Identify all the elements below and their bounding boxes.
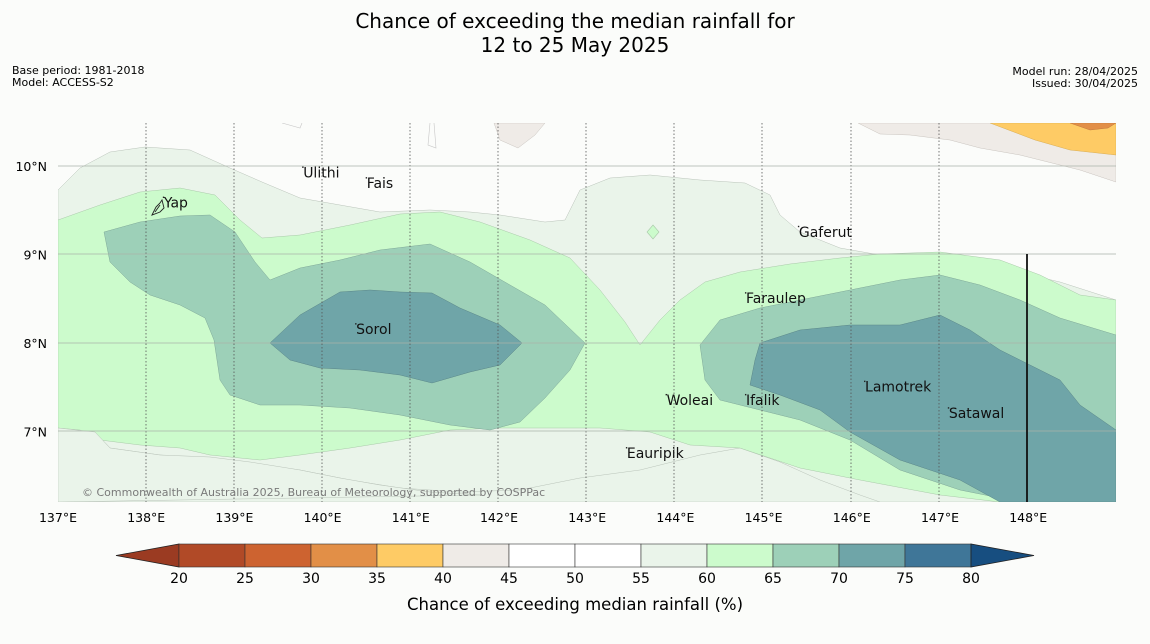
model-text: Model: ACCESS-S2 [12, 76, 114, 89]
contour-30-35-north [1069, 123, 1116, 131]
model-run-text: Model run: 28/04/2025 [1012, 65, 1138, 78]
contour-35-40-north [989, 123, 1116, 156]
lat-tick-label: 9°N [23, 248, 47, 263]
colorbar-segment [310, 543, 378, 568]
place-label: Eauripik [627, 446, 685, 462]
meta-left: Base period: 1981-2018 Model: ACCESS-S2 [12, 65, 144, 89]
contour-70-75-east [749, 314, 1116, 502]
lon-tick-label: 144°E [656, 510, 694, 525]
place-label: Ulithi [303, 166, 339, 182]
lon-tick-label: 137°E [39, 510, 77, 525]
place-marker [744, 292, 747, 294]
place-label: Satawal [949, 406, 1004, 422]
place-marker [797, 225, 800, 228]
colorbar-tick: 30 [302, 571, 320, 587]
place-label: Sorol [356, 322, 391, 338]
map-title: Chance of exceeding the median rainfall … [0, 9, 1150, 57]
place-marker [302, 166, 304, 168]
colorbar [115, 543, 1035, 568]
colorbar-tick: 20 [170, 571, 188, 587]
lon-axis-labels: 137°E 138°E 139°E 140°E 141°E 142°E 143°E 144°E… [39, 510, 1047, 525]
issued-text: Issued: 30/04/2025 [1031, 77, 1138, 90]
lat-tick-label: 7°N [23, 425, 47, 440]
place-marker [625, 447, 628, 449]
colorbar-label: Chance of exceeding median rainfall (%) [407, 595, 743, 614]
colorbar-segment [640, 543, 708, 568]
colorbar-tick: 75 [896, 571, 914, 587]
lon-tick-label: 148°E [1009, 510, 1047, 525]
place-marker [162, 196, 165, 198]
lon-tick-label: 147°E [921, 510, 959, 525]
lon-tick-label: 145°E [745, 510, 783, 525]
contour-40-45-north-a [493, 123, 546, 149]
colorbar-segment [574, 543, 642, 568]
place-marker [864, 380, 866, 383]
lon-tick-label: 146°E [833, 510, 871, 525]
colorbar-segment [244, 543, 312, 568]
contour-small-diamond [646, 224, 660, 240]
colorbar-tick: 35 [368, 571, 386, 587]
place-label: Ifalik [746, 393, 780, 409]
colorbar-tick: 60 [698, 571, 716, 587]
place-label: Gaferut [799, 225, 853, 241]
colorbar-over-arrow [970, 543, 1035, 568]
place-marker [744, 393, 747, 396]
colorbar-tick: 40 [434, 571, 452, 587]
lon-tick-label: 139°E [215, 510, 253, 525]
colorbar-under-arrow [115, 543, 180, 568]
lon-tick-label: 138°E [127, 510, 165, 525]
meta-right: Model run: 28/04/2025 Issued: 30/04/2025 [1012, 66, 1138, 90]
colorbar-segment [178, 543, 246, 568]
title-line-1: Chance of exceeding the median rainfall … [355, 9, 795, 33]
place-label: Yap [163, 196, 188, 212]
contour-north-line-a [427, 123, 437, 149]
place-label: Fais [367, 176, 394, 192]
place-label: Woleai [667, 393, 714, 409]
lon-tick-label: 140°E [304, 510, 342, 525]
lat-axis-labels: 10°N 9°N 8°N 7°N [15, 159, 47, 440]
contour-north-line-b [281, 123, 303, 129]
yap-island-outline [151, 198, 165, 216]
colorbar-segment [838, 543, 906, 568]
place-marker [947, 407, 950, 409]
colorbar-tick: 80 [962, 571, 980, 587]
lon-tick-label: 142°E [480, 510, 518, 525]
copyright-text: © Commonwealth of Australia 2025, Bureau… [82, 486, 545, 499]
place-marker [365, 177, 368, 179]
place-marker [355, 323, 357, 325]
place-label: Lamotrek [865, 380, 932, 396]
colorbar-tick: 45 [500, 571, 518, 587]
contour-55-60-pocket [58, 427, 481, 502]
title-line-2: 12 to 25 May 2025 [480, 33, 670, 57]
lon-gridlines [145, 123, 940, 502]
lat-tick-label: 10°N [15, 159, 47, 174]
colorbar-segment [442, 543, 510, 568]
colorbar-segment [904, 543, 972, 568]
map-area: Yap Ulithi Fais Gaferut Faraulep Sorol Woleai I… [58, 123, 1116, 502]
colorbar-segment [706, 543, 774, 568]
colorbar-segment [508, 543, 576, 568]
colorbar-segment [772, 543, 840, 568]
lon-tick-label: 141°E [392, 510, 430, 525]
lat-tick-label: 8°N [23, 336, 47, 351]
base-period-text: Base period: 1981-2018 [12, 64, 145, 77]
colorbar-tick: 50 [566, 571, 584, 587]
colorbar-tick: 70 [830, 571, 848, 587]
colorbar-tick: 25 [236, 571, 254, 587]
colorbar-tick: 55 [632, 571, 650, 587]
lat-gridlines [58, 165, 1116, 432]
colorbar-tick-labels: 20 25 30 35 40 45 50 55 60 65 70 75 80 [170, 571, 980, 587]
place-label: Faraulep [746, 291, 806, 307]
colorbar-tick: 65 [764, 571, 782, 587]
place-marker [665, 393, 667, 396]
colorbar-segment [376, 543, 444, 568]
places-layer: Yap Ulithi Fais Gaferut Faraulep Sorol Woleai I… [162, 166, 1004, 462]
lon-tick-label: 143°E [568, 510, 606, 525]
